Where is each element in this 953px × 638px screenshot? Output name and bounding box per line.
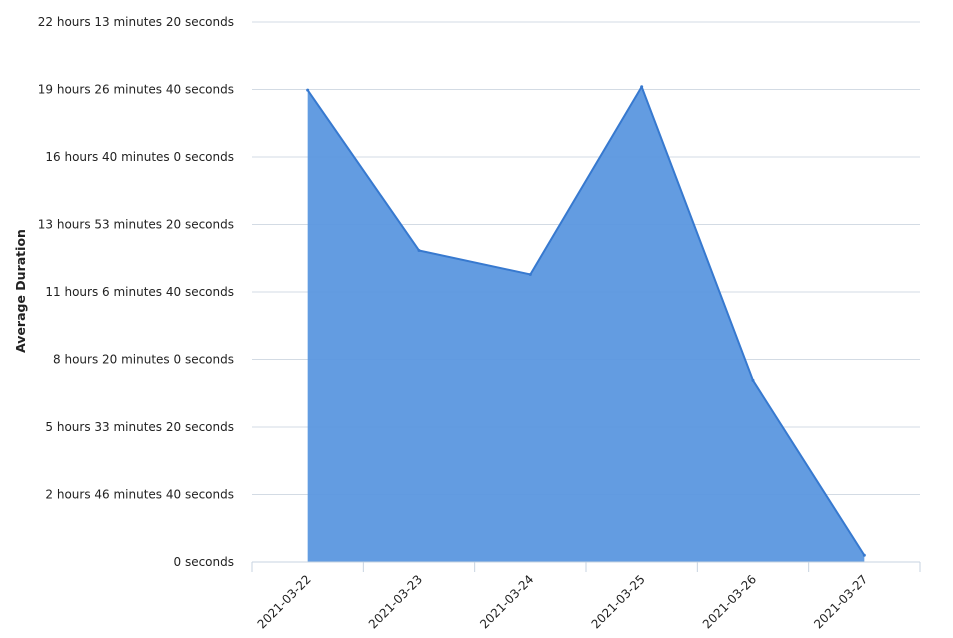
y-tick-label: 0 seconds xyxy=(174,555,235,569)
y-tick-label: 11 hours 6 minutes 40 seconds xyxy=(45,285,234,299)
y-tick-label: 16 hours 40 minutes 0 seconds xyxy=(45,150,234,164)
data-point[interactable] xyxy=(528,272,532,276)
x-tick-label: 2021-03-24 xyxy=(477,572,536,631)
x-axis xyxy=(251,561,921,572)
y-tick-label: 2 hours 46 minutes 40 seconds xyxy=(45,488,234,502)
x-tick-labels: 2021-03-22 2021-03-23 2021-03-24 2021-03-25… xyxy=(255,572,871,631)
data-point[interactable] xyxy=(862,553,866,557)
data-point[interactable] xyxy=(417,248,421,252)
y-tick-label: 13 hours 53 minutes 20 seconds xyxy=(38,218,234,232)
y-tick-labels: 0 seconds 2 hours 46 minutes 40 seconds 5 … xyxy=(38,15,234,569)
y-tick-label: 19 hours 26 minutes 40 seconds xyxy=(38,83,234,97)
series-area xyxy=(306,85,866,563)
y-tick-label: 5 hours 33 minutes 20 seconds xyxy=(45,420,234,434)
area-fill xyxy=(307,86,865,563)
x-tick-label: 2021-03-27 xyxy=(811,572,870,631)
x-tick-label: 2021-03-22 xyxy=(255,572,314,631)
x-tick-label: 2021-03-26 xyxy=(700,572,759,631)
x-tick-label: 2021-03-23 xyxy=(366,572,425,631)
data-point[interactable] xyxy=(751,378,755,382)
data-point[interactable] xyxy=(306,88,310,92)
y-tick-label: 8 hours 20 minutes 0 seconds xyxy=(53,353,234,367)
x-tick-label: 2021-03-25 xyxy=(589,572,648,631)
series-line xyxy=(306,85,866,556)
y-axis-label: Average Duration xyxy=(13,229,28,353)
data-point[interactable] xyxy=(640,85,644,89)
y-tick-label: 22 hours 13 minutes 20 seconds xyxy=(38,15,234,29)
